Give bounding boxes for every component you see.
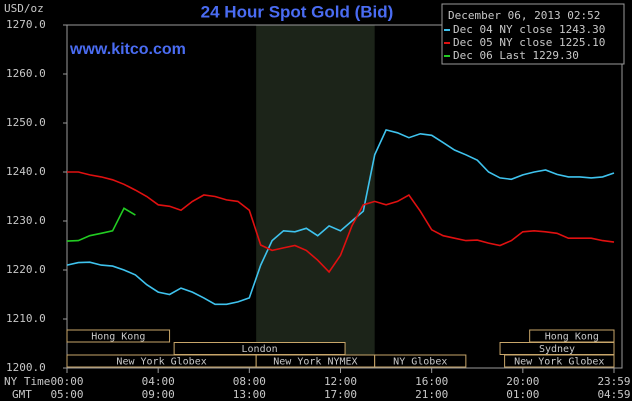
- series-line: [67, 171, 615, 274]
- session-label: Hong Kong: [545, 332, 599, 343]
- x-tick-label-gmt: 17:00: [324, 388, 357, 401]
- legend-label: Dec 05 NY close 1225.10: [453, 36, 605, 49]
- session-box: [504, 354, 615, 368]
- session-label: New York Globex: [116, 357, 206, 368]
- timestamp: December 06, 2013 02:52: [448, 9, 600, 22]
- session-label: London: [242, 344, 278, 355]
- series-line: [66, 207, 136, 242]
- legend-label: Dec 04 NY close 1243.30: [453, 23, 605, 36]
- x-tick-label-gmt: 13:00: [233, 388, 266, 401]
- session-box: [66, 329, 171, 343]
- y-tick-label: 1210.0: [6, 312, 46, 325]
- session-label: New York NYMEX: [273, 357, 357, 368]
- x-tick-label: 08:00: [233, 375, 266, 388]
- x-tick-label: 12:00: [324, 375, 357, 388]
- y-axis-label: USD/oz: [4, 2, 44, 15]
- legend-label: Dec 06 Last 1229.30: [453, 49, 579, 62]
- shaded-band: [256, 25, 375, 368]
- session-label: NY Globex: [393, 357, 447, 368]
- session-label: New York Globex: [514, 357, 604, 368]
- series-line: [66, 128, 615, 306]
- legend-box: [441, 3, 625, 65]
- chart-title: 24 Hour Spot Gold (Bid): [201, 2, 394, 21]
- plot-frame: [66, 24, 623, 369]
- x-tick-label-gmt: 04:59: [597, 388, 630, 401]
- x-tick-label: 04:00: [142, 375, 175, 388]
- x-tick-label: 20:00: [506, 375, 539, 388]
- y-tick-label: 1220.0: [6, 263, 46, 276]
- site-label: www.kitco.com: [69, 41, 186, 58]
- x-row-label: NY Time: [4, 375, 50, 388]
- session-box: [374, 354, 467, 368]
- y-tick-label: 1260.0: [6, 67, 46, 80]
- x-tick-label: 23:59: [597, 375, 630, 388]
- x-row-label: GMT: [12, 388, 32, 401]
- session-label: Sydney: [539, 344, 575, 355]
- x-tick-label: 16:00: [415, 375, 448, 388]
- x-tick-label-gmt: 21:00: [415, 388, 448, 401]
- x-tick-label-gmt: 09:00: [142, 388, 175, 401]
- y-tick-label: 1270.0: [6, 18, 46, 31]
- x-tick-label: 00:00: [50, 375, 83, 388]
- x-tick-label-gmt: 05:00: [50, 388, 83, 401]
- x-tick-label-gmt: 01:00: [506, 388, 539, 401]
- session-label: Hong Kong: [91, 332, 145, 343]
- y-tick-label: 1240.0: [6, 165, 46, 178]
- y-tick-label: 1250.0: [6, 116, 46, 129]
- y-tick-label: 1230.0: [6, 214, 46, 227]
- y-tick-label: 1200.0: [6, 361, 46, 374]
